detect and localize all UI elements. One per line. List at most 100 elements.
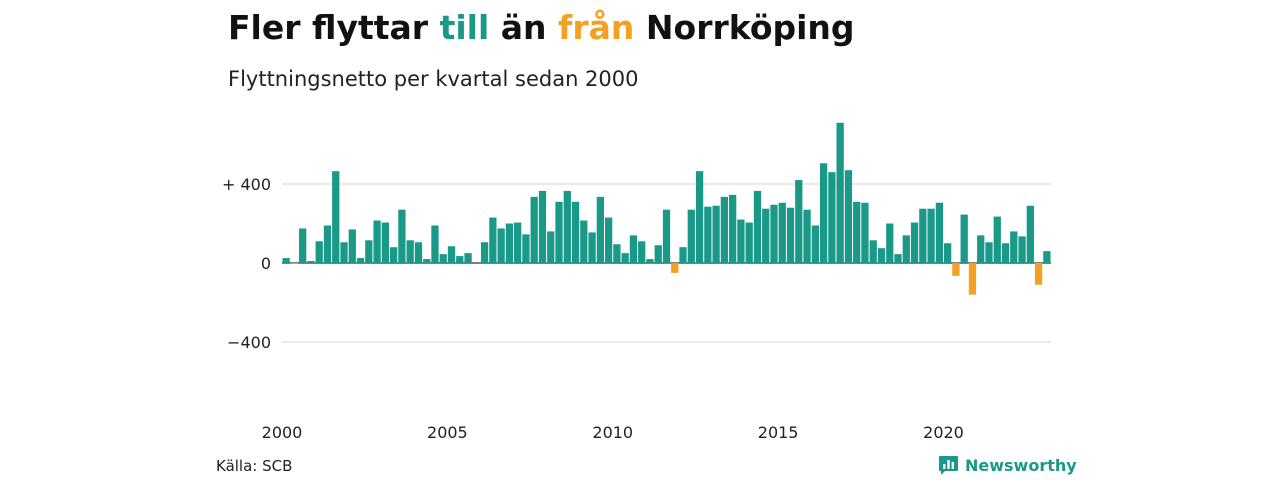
bar <box>629 235 638 263</box>
title-highlight-till: till <box>439 8 490 47</box>
bar <box>439 254 447 263</box>
bar <box>952 263 960 276</box>
bar <box>423 259 431 263</box>
bar <box>886 223 894 263</box>
bar <box>1018 236 1026 263</box>
bar <box>596 196 604 263</box>
bar <box>373 220 381 263</box>
bar <box>307 261 315 263</box>
bar <box>704 206 712 263</box>
bar <box>356 258 365 263</box>
bar <box>695 171 704 263</box>
bar <box>935 202 944 263</box>
bar <box>514 222 522 263</box>
bar <box>853 201 861 264</box>
bar <box>927 208 935 263</box>
brand-name: Newsworthy <box>965 456 1077 475</box>
x-tick-label: 2015 <box>758 423 799 442</box>
y-tick-label: −400 <box>227 333 271 352</box>
chart-subtitle: Flyttningsnetto per kvartal sedan 2000 <box>228 67 639 91</box>
bar <box>638 241 646 264</box>
bar <box>464 253 472 264</box>
bar <box>621 253 629 264</box>
bar <box>604 217 613 263</box>
bar <box>580 220 588 263</box>
bar <box>563 190 571 263</box>
bar <box>348 229 356 264</box>
bars <box>282 122 1051 295</box>
bar <box>1010 231 1018 263</box>
bar <box>803 209 811 264</box>
bar <box>671 263 679 273</box>
bar <box>414 242 423 263</box>
bar <box>894 254 902 263</box>
bar <box>290 263 299 264</box>
chart-title: Fler flyttar till än från Norrköping <box>228 8 855 47</box>
bar <box>588 232 596 263</box>
bar <box>720 196 729 263</box>
y-axis-ticks: + 400 0 −400 <box>222 175 271 352</box>
bar <box>993 216 1001 263</box>
bar <box>646 259 654 263</box>
bar <box>861 202 869 263</box>
bar <box>977 235 985 263</box>
bar <box>489 217 497 263</box>
y-tick-label: 0 <box>261 254 271 273</box>
bar <box>902 235 910 263</box>
bar <box>968 263 977 295</box>
x-tick-label: 2000 <box>262 423 303 442</box>
bar <box>836 122 844 263</box>
bar <box>613 244 621 263</box>
source-note: Källa: SCB <box>216 457 293 475</box>
bar <box>365 240 373 263</box>
x-axis-ticks: 2000 2005 2010 2015 2020 <box>262 423 964 442</box>
bar <box>456 256 464 263</box>
bar <box>877 248 886 263</box>
bar <box>828 172 836 263</box>
bar <box>654 245 662 263</box>
bar <box>745 222 753 263</box>
bar <box>729 194 737 263</box>
bar <box>381 222 389 263</box>
bar <box>1026 205 1034 263</box>
bar <box>811 225 819 263</box>
bar <box>753 190 762 263</box>
bar <box>770 204 778 263</box>
bar <box>679 247 687 263</box>
title-part-5: Norrköping <box>634 8 855 47</box>
bar <box>389 247 398 263</box>
bar <box>398 209 406 264</box>
bar <box>406 240 414 263</box>
newsworthy-logo[interactable]: Newsworthy <box>938 455 1077 476</box>
bar <box>299 228 307 263</box>
bar <box>712 205 720 263</box>
bar <box>1043 251 1051 263</box>
bar <box>786 207 795 263</box>
bar <box>555 201 563 264</box>
bar <box>323 225 332 263</box>
bar <box>960 214 968 263</box>
bar <box>431 225 439 263</box>
bar <box>869 240 877 263</box>
title-part-3: än <box>489 8 559 47</box>
bar <box>1034 263 1043 285</box>
y-tick-label: + 400 <box>222 175 271 194</box>
bar <box>480 242 489 263</box>
x-tick-label: 2005 <box>427 423 468 442</box>
bar <box>522 234 530 263</box>
title-highlight-fran: från <box>558 8 635 47</box>
newsworthy-chart-icon <box>939 456 958 475</box>
bar <box>910 222 919 263</box>
x-tick-label: 2010 <box>592 423 633 442</box>
bar <box>795 180 803 263</box>
bar <box>985 242 993 263</box>
bar <box>778 202 786 263</box>
bar <box>340 242 348 263</box>
bar <box>505 223 514 263</box>
bar <box>1001 243 1010 263</box>
bar <box>944 243 952 263</box>
bar <box>447 246 456 263</box>
bar <box>919 208 927 263</box>
bar <box>497 228 505 263</box>
